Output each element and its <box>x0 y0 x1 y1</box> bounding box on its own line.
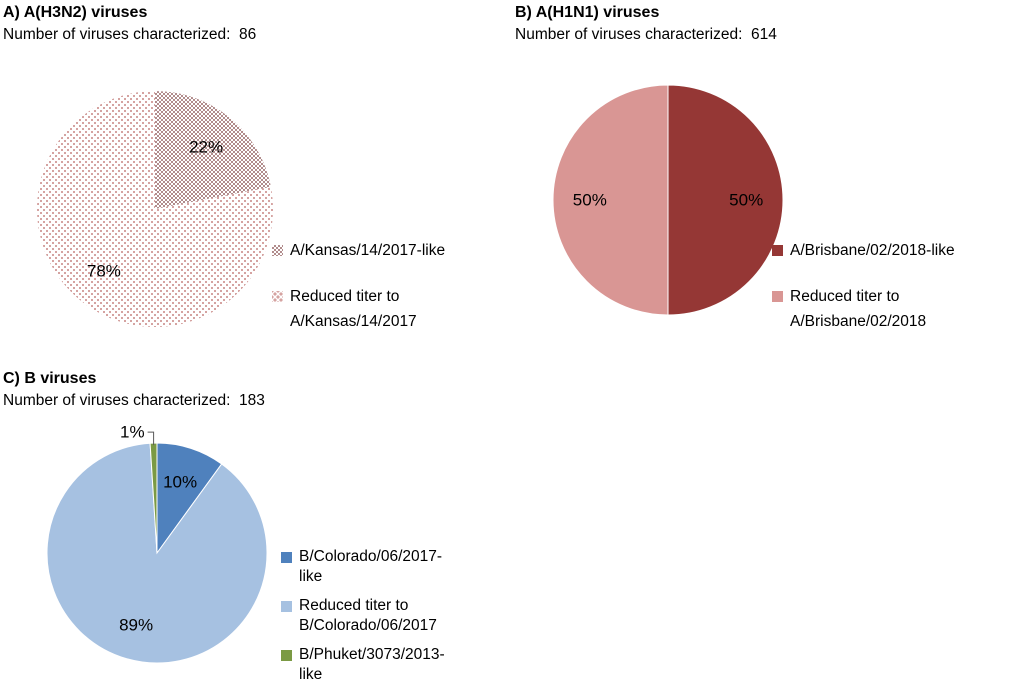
legend-h1n1: A/Brisbane/02/2018-like Reduced titer to… <box>772 238 955 334</box>
legend-swatch-light-blue <box>281 601 292 612</box>
pie-slice <box>552 84 669 316</box>
legend-swatch-light-pink <box>772 291 783 302</box>
label-leader-line <box>147 431 155 446</box>
pie-data-label: 50% <box>573 191 607 210</box>
legend-item-kansas-like: A/Kansas/14/2017-like <box>272 238 445 263</box>
pie-slice <box>667 84 784 316</box>
panel-b-title: B) A(H1N1) viruses <box>515 4 660 21</box>
legend-h3n2: A/Kansas/14/2017-like Reduced titer to A… <box>272 238 445 334</box>
legend-swatch-sparse-dot-pattern <box>272 291 283 302</box>
legend-item-reduced-brisbane: Reduced titer to A/Brisbane/02/2018 <box>772 284 955 334</box>
legend-swatch-green <box>281 650 292 661</box>
legend-item-phuket-like: B/Phuket/3073/2013- like <box>281 645 445 685</box>
legend-label: Reduced titer to A/Brisbane/02/2018 <box>790 288 927 330</box>
pie-data-label-outside: 1% <box>120 423 145 442</box>
pie-chart-h1n1: 50% 50% <box>552 84 784 316</box>
legend-label: Reduced titer to B/Colorado/06/2017 <box>299 597 437 634</box>
legend-item-reduced-kansas: Reduced titer to A/Kansas/14/2017 <box>272 284 445 334</box>
legend-item-colorado-like: B/Colorado/06/2017- like <box>281 547 445 587</box>
legend-label: A/Kansas/14/2017-like <box>290 242 446 259</box>
pie-data-label: 89% <box>119 615 153 634</box>
legend-item-reduced-colorado: Reduced titer to B/Colorado/06/2017 <box>281 596 445 636</box>
legend-label: Reduced titer to A/Kansas/14/2017 <box>290 288 417 330</box>
legend-item-brisbane-like: A/Brisbane/02/2018-like <box>772 238 955 263</box>
pie-slice <box>46 442 268 664</box>
legend-label: B/Colorado/06/2017- like <box>299 548 443 585</box>
legend-b-viruses: B/Colorado/06/2017- like Reduced titer t… <box>281 547 445 685</box>
legend-swatch-dense-dot-pattern <box>272 245 283 256</box>
legend-label: B/Phuket/3073/2013- like <box>299 646 445 683</box>
pie-data-label: 10% <box>163 472 197 491</box>
pie-chart-b-viruses: 10% 89% 1% <box>46 423 268 664</box>
legend-swatch-dark-red <box>772 245 783 256</box>
pie-data-label: 78% <box>87 261 121 280</box>
panel-a-subtitle: Number of viruses characterized: 86 <box>3 26 257 43</box>
pie-slice <box>155 91 271 209</box>
panel-b-subtitle: Number of viruses characterized: 614 <box>515 26 777 43</box>
panel-a-title: A) A(H3N2) viruses <box>3 4 148 21</box>
legend-label: A/Brisbane/02/2018-like <box>790 242 955 259</box>
panel-c-title: C) B viruses <box>3 370 97 387</box>
pie-data-label: 50% <box>729 191 763 210</box>
legend-swatch-dark-blue <box>281 552 292 563</box>
pie-slice <box>36 91 273 328</box>
panel-c-subtitle: Number of viruses characterized: 183 <box>3 392 265 409</box>
pie-chart-h3n2: 22% 78% <box>36 91 273 328</box>
pie-data-label: 22% <box>189 138 223 157</box>
